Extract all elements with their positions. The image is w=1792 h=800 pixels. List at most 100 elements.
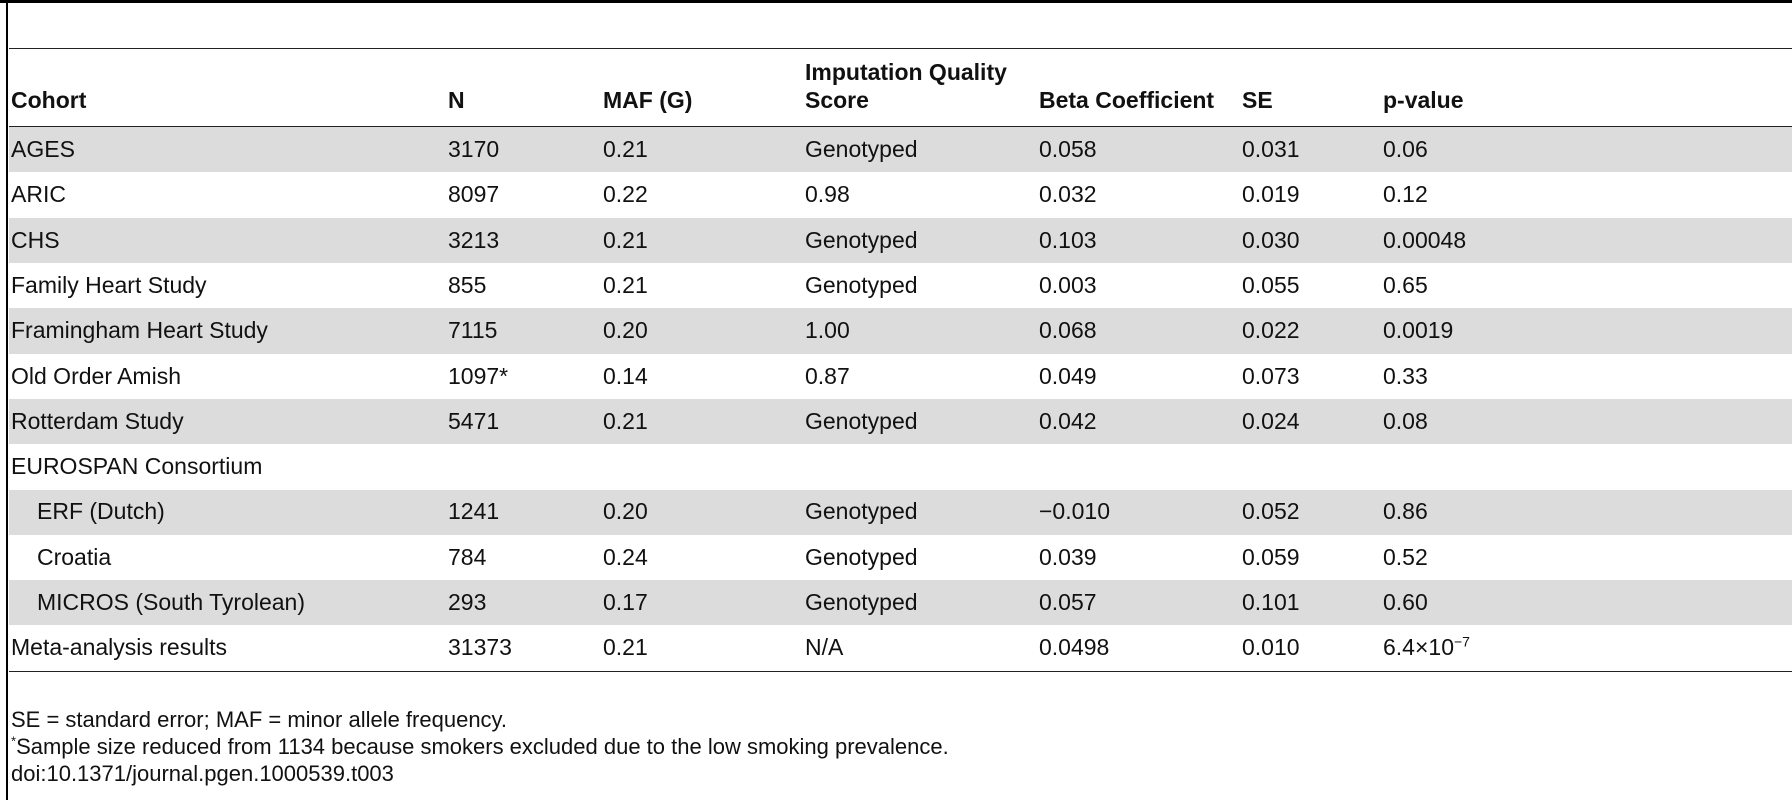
cell-maf: 0.14 <box>601 354 803 399</box>
footnote-marker: * <box>11 733 17 749</box>
cell-p-value: 0.0019 <box>1381 308 1792 353</box>
cell-se: 0.059 <box>1240 535 1381 580</box>
cell-se-text: 0.055 <box>1242 271 1300 298</box>
cell-n <box>446 444 601 489</box>
cell-imputation-quality-text: 0.87 <box>805 362 850 389</box>
cell-maf: 0.21 <box>601 127 803 173</box>
header-se: SE <box>1242 86 1273 113</box>
cell-maf-text: 0.22 <box>603 181 648 208</box>
cell-p-value: 6.4×10−7 <box>1381 625 1792 671</box>
table-row: EUROSPAN Consortium <box>9 444 1792 489</box>
cell-maf: 0.24 <box>601 535 803 580</box>
cell-cohort-text: EUROSPAN Consortium <box>11 453 263 480</box>
cell-cohort: AGES <box>9 127 446 173</box>
cell-maf-text: 0.21 <box>603 634 648 661</box>
cell-maf: 0.21 <box>601 399 803 444</box>
cell-p-value-text: 0.33 <box>1383 362 1428 389</box>
cell-cohort-text: Croatia <box>37 543 112 570</box>
cell-imputation-quality: Genotyped <box>803 580 1037 625</box>
cell-beta <box>1037 444 1240 489</box>
table-row: AGES 3170 0.21 Genotyped 0.058 0.031 0.06 <box>9 126 1792 173</box>
cell-p-value: 0.08 <box>1381 399 1792 444</box>
cell-p-value-text: 0.65 <box>1383 271 1428 298</box>
cell-se-text: 0.059 <box>1242 543 1300 570</box>
cell-cohort-text: CHS <box>11 226 60 253</box>
cell-cohort-text: AGES <box>11 136 75 163</box>
cell-beta-text: 0.0498 <box>1039 634 1110 661</box>
table-row: Family Heart Study 855 0.21 Genotyped 0.003 0… <box>9 263 1792 308</box>
cell-imputation-quality: N/A <box>803 625 1037 671</box>
cell-beta-text: 0.032 <box>1039 181 1097 208</box>
cell-beta-text: 0.068 <box>1039 317 1097 344</box>
cell-p-value: 0.06 <box>1381 127 1792 173</box>
cell-beta: −0.010 <box>1037 490 1240 535</box>
cell-imputation-quality: Genotyped <box>803 399 1037 444</box>
cell-beta: 0.103 <box>1037 218 1240 263</box>
cell-se: 0.030 <box>1240 218 1381 263</box>
cell-imputation-quality: Genotyped <box>803 218 1037 263</box>
cell-n-text: 7115 <box>448 317 498 344</box>
results-table: Cohort N MAF (G) Imputation Quality Scor… <box>9 48 1792 672</box>
table-row: CHS 3213 0.21 Genotyped 0.103 0.030 0.00048 <box>9 217 1792 264</box>
cell-se-text: 0.022 <box>1242 317 1300 344</box>
cell-cohort-text: Framingham Heart Study <box>11 317 268 344</box>
table-body: AGES 3170 0.21 Genotyped 0.058 0.031 0.06 ARIC 8… <box>9 126 1792 672</box>
cell-cohort-text: ARIC <box>11 181 66 208</box>
table-row: Framingham Heart Study 7115 0.20 1.00 0.068 0… <box>9 308 1792 354</box>
table-row: Meta-analysis results 31373 0.21 N/A 0.0498 0… <box>9 625 1792 672</box>
cell-maf: 0.21 <box>601 625 803 671</box>
top-border <box>0 0 1792 3</box>
cell-cohort: Old Order Amish <box>9 354 446 399</box>
cell-maf: 0.21 <box>601 263 803 308</box>
cell-maf-text: 0.17 <box>603 589 648 615</box>
cell-cohort-text: Family Heart Study <box>11 271 207 298</box>
cell-beta: 0.039 <box>1037 535 1240 580</box>
cell-imputation-quality: 0.98 <box>803 172 1037 217</box>
table-row: MICROS (South Tyrolean) 293 0.17 Genotyped 0… <box>9 580 1792 626</box>
cell-se: 0.052 <box>1240 490 1381 535</box>
results-table-container: Cohort N MAF (G) Imputation Quality Scor… <box>9 48 1792 672</box>
cell-se-text: 0.010 <box>1242 634 1300 661</box>
cell-beta: 0.068 <box>1037 308 1240 353</box>
cell-imputation-quality: 0.87 <box>803 354 1037 399</box>
cell-cohort-text: Meta-analysis results <box>11 634 228 661</box>
cell-beta: 0.003 <box>1037 263 1240 308</box>
cell-cohort-text: ERF (Dutch) <box>37 498 165 525</box>
cell-imputation-quality-text: Genotyped <box>805 226 918 253</box>
cell-p-value-text: 0.0019 <box>1383 317 1454 344</box>
cell-p-value-text: 0.06 <box>1383 136 1428 163</box>
cell-cohort-text: Rotterdam Study <box>11 407 184 434</box>
cell-beta-text: 0.057 <box>1039 589 1097 615</box>
cell-beta: 0.058 <box>1037 127 1240 173</box>
cell-p-value-text: 0.86 <box>1383 498 1428 525</box>
header-maf: MAF (G) <box>603 86 693 113</box>
cell-maf <box>601 444 803 489</box>
cell-beta-text: 0.039 <box>1039 543 1097 570</box>
cell-imputation-quality-text: Genotyped <box>805 271 918 298</box>
p-value-exponent: −7 <box>1454 633 1470 650</box>
cell-maf-text: 0.14 <box>603 362 648 389</box>
doi-text: doi:10.1371/journal.pgen.1000539.t003 <box>11 761 394 786</box>
table-notes: SE = standard error; MAF = minor allele … <box>11 706 949 787</box>
cell-maf-text: 0.24 <box>603 543 648 570</box>
cell-cohort: MICROS (South Tyrolean) <box>9 580 446 625</box>
cell-n: 784 <box>446 535 601 580</box>
cell-n-text: 855 <box>448 271 487 298</box>
cell-se-text: 0.019 <box>1242 181 1300 208</box>
cell-imputation-quality: Genotyped <box>803 263 1037 308</box>
cell-cohort: CHS <box>9 218 446 263</box>
cell-n: 3170 <box>446 127 601 173</box>
cell-beta-text: 0.003 <box>1039 271 1097 298</box>
cell-se-text: 0.073 <box>1242 362 1300 389</box>
cell-beta: 0.057 <box>1037 580 1240 625</box>
cell-imputation-quality-text: N/A <box>805 634 844 661</box>
cell-p-value: 0.33 <box>1381 354 1792 399</box>
header-p-value: p-value <box>1383 86 1464 113</box>
cell-n: 7115 <box>446 308 601 353</box>
cell-imputation-quality-text: 1.00 <box>805 317 850 344</box>
header-n: N <box>448 86 465 113</box>
cell-maf-text: 0.21 <box>603 136 648 163</box>
cell-maf-text: 0.21 <box>603 407 648 434</box>
cell-imputation-quality-text: Genotyped <box>805 136 918 163</box>
table-row: Old Order Amish 1097* 0.14 0.87 0.049 0.073 0.… <box>9 354 1792 399</box>
